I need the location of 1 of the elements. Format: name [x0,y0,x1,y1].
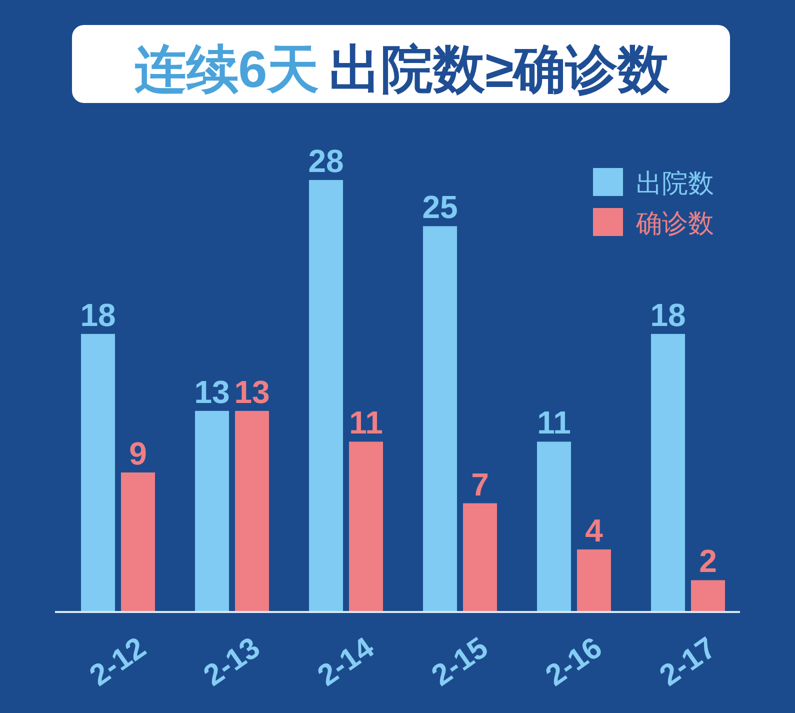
title: 连续6天出院数≥确诊数 [134,41,670,99]
